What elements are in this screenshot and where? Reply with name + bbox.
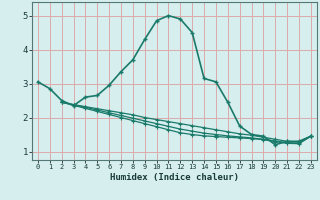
X-axis label: Humidex (Indice chaleur): Humidex (Indice chaleur) xyxy=(110,173,239,182)
